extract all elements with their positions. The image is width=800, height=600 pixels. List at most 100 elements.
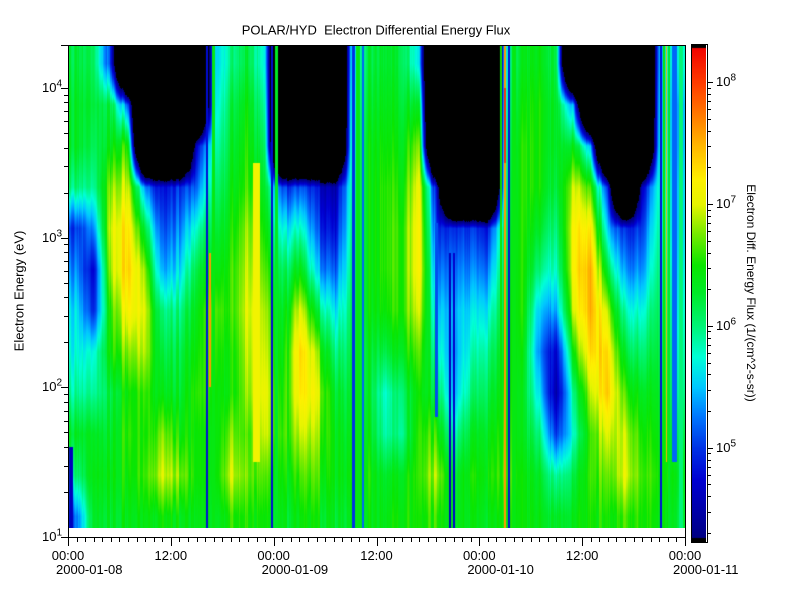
y-axis-tick (61, 537, 68, 538)
x-axis-tick (274, 538, 275, 546)
x-axis-tick-label: 00:00 (463, 548, 496, 563)
y-axis-tick (64, 411, 68, 412)
x-axis-tick (591, 538, 592, 542)
colorbar-tick (707, 331, 711, 332)
x-axis-tick (359, 538, 360, 542)
x-axis-tick (616, 538, 617, 542)
colorbar-tick (707, 231, 711, 232)
y-axis-tick (64, 271, 68, 272)
y-axis-tick (64, 421, 68, 422)
colorbar-tick (707, 253, 711, 254)
x-axis-tick (668, 538, 669, 542)
x-axis-date-label: 2000-01-08 (56, 562, 123, 577)
y-axis-tick (64, 95, 68, 96)
x-axis-tick (411, 538, 412, 542)
y-axis-tick (64, 111, 68, 112)
colorbar-tick (707, 216, 711, 217)
y-axis-tick (64, 102, 68, 103)
x-axis-tick (231, 538, 232, 542)
x-axis-tick (257, 538, 258, 542)
x-axis-date-label: 2000-01-09 (261, 562, 329, 577)
colorbar-tick (707, 109, 711, 110)
x-axis-tick (377, 538, 378, 546)
colorbar-tick-label: 107 (716, 195, 737, 212)
x-axis-tick (68, 538, 69, 546)
x-axis-tick (111, 538, 112, 542)
x-axis-tick (385, 538, 386, 542)
x-axis-tick (325, 538, 326, 542)
x-axis-tick (179, 538, 180, 542)
x-axis-tick (514, 538, 515, 542)
colorbar-tick (707, 345, 711, 346)
colorbar-tick (707, 119, 711, 120)
colorbar-tick (707, 94, 711, 95)
x-axis-tick (265, 538, 266, 542)
x-axis-tick (436, 538, 437, 542)
x-axis-tick (308, 538, 309, 542)
x-axis-tick (351, 538, 352, 542)
y-axis-tick-label: 102 (41, 378, 62, 395)
x-axis-tick (522, 538, 523, 542)
colorbar-tick-label: 106 (716, 317, 737, 334)
x-axis-tick (197, 538, 198, 542)
x-axis-tick (565, 538, 566, 542)
x-axis-tick (128, 538, 129, 542)
x-axis-tick (291, 538, 292, 542)
x-axis-tick (676, 538, 677, 542)
x-axis-tick-label: 00:00 (257, 548, 290, 563)
y-axis-tick (64, 252, 68, 253)
x-axis-tick (248, 538, 249, 542)
colorbar-tick (707, 338, 711, 339)
x-axis-tick (119, 538, 120, 542)
colorbar-tick (707, 131, 711, 132)
x-axis-tick (625, 538, 626, 542)
x-axis-tick-label: 12:00 (565, 548, 599, 563)
x-axis-tick (85, 538, 86, 542)
colorbar-tick (707, 204, 713, 205)
x-axis-tick (531, 538, 532, 542)
colorbar-tick (707, 460, 711, 461)
colorbar-tick (707, 82, 713, 83)
y-axis-tick (64, 432, 68, 433)
x-axis-tick (419, 538, 420, 542)
x-axis-tick (539, 538, 540, 542)
y-axis-tick (61, 45, 68, 46)
x-axis-tick-label: 00:00 (668, 548, 702, 563)
colorbar-tick (707, 210, 711, 211)
x-axis-date-label: 2000-01-11 (673, 562, 739, 577)
x-axis-tick (479, 538, 480, 546)
x-axis-tick (659, 538, 660, 542)
x-axis-tick (77, 538, 78, 542)
y-axis-tick (64, 244, 68, 245)
colorbar-tick (707, 390, 711, 391)
x-axis-tick (154, 538, 155, 542)
x-axis-date-label: 2000-01-10 (467, 562, 534, 577)
colorbar-tick (707, 475, 711, 476)
colorbar-tick (707, 326, 713, 327)
x-axis-tick (454, 538, 455, 542)
colorbar-tick (707, 453, 711, 454)
heatmap-canvas (68, 45, 685, 528)
colorbar-tick-label: 105 (716, 439, 737, 456)
colorbar-tick (707, 448, 713, 449)
y-axis-tick-label: 103 (41, 229, 62, 246)
x-axis-tick (334, 538, 335, 542)
x-axis-tick (282, 538, 283, 542)
y-axis-tick (64, 394, 68, 395)
colorbar-tick (707, 223, 711, 224)
x-axis-tick (94, 538, 95, 542)
colorbar-tick (707, 353, 711, 354)
x-axis-tick (402, 538, 403, 542)
y-axis-tick (61, 387, 68, 388)
y-axis-tick (64, 342, 68, 343)
y-axis-tick (64, 316, 68, 317)
x-axis-tick-label: 00:00 (51, 548, 85, 563)
colorbar-tick (707, 363, 711, 364)
x-axis-tick (642, 538, 643, 542)
plot-title: POLAR/HYD Electron Differential Energy F… (241, 22, 511, 38)
y-axis-tick (61, 238, 68, 239)
y-axis-tick (64, 402, 68, 403)
x-axis-tick (505, 538, 506, 542)
y-axis-tick (64, 133, 68, 134)
